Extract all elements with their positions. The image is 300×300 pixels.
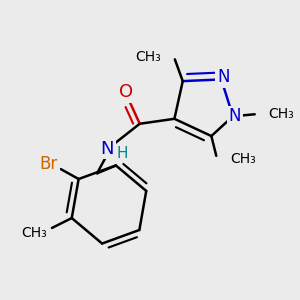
Text: N: N: [217, 68, 230, 86]
Text: CH₃: CH₃: [21, 226, 47, 240]
Text: H: H: [116, 146, 128, 161]
Text: Br: Br: [40, 155, 58, 173]
Text: CH₃: CH₃: [230, 152, 256, 166]
Text: N: N: [100, 140, 114, 158]
Text: O: O: [119, 83, 133, 101]
Text: N: N: [229, 107, 241, 125]
Text: CH₃: CH₃: [135, 50, 161, 64]
Text: CH₃: CH₃: [268, 107, 294, 121]
